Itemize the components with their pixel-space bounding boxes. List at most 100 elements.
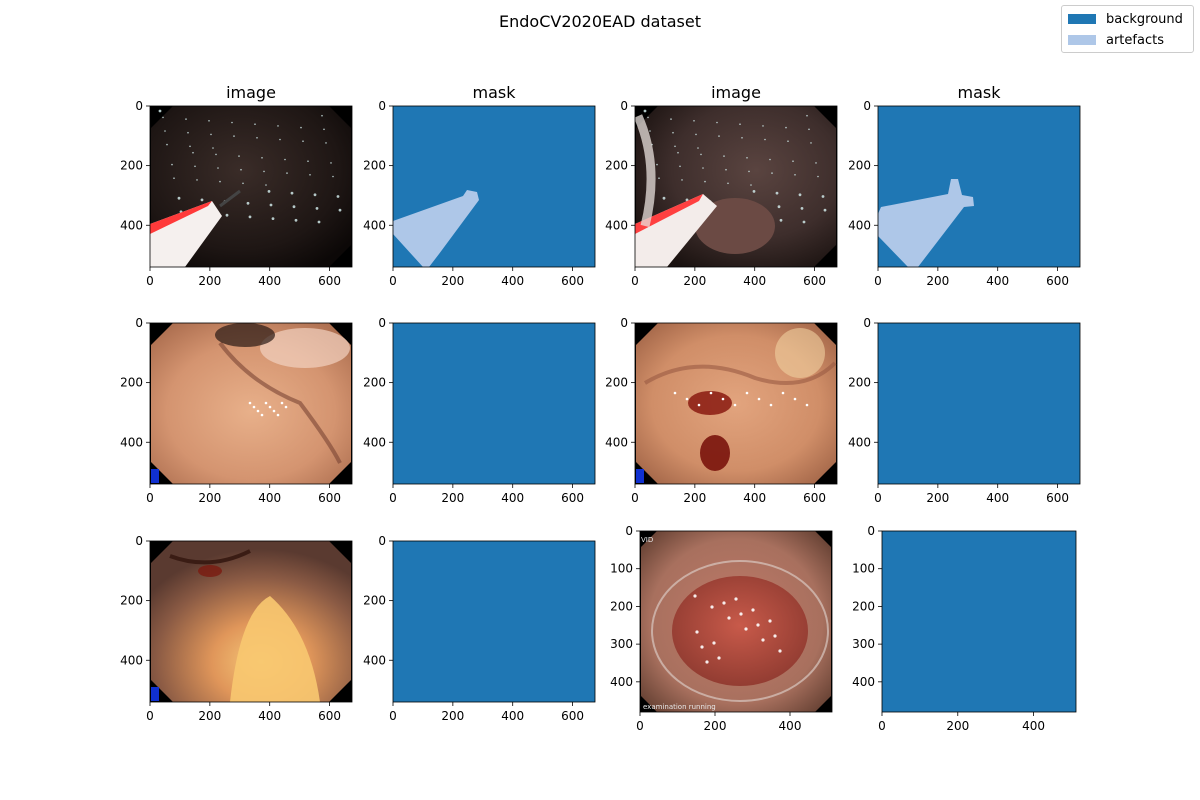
overlay-text-top: VID — [641, 536, 653, 544]
specular-spot — [248, 401, 252, 405]
specular-spot — [674, 145, 676, 148]
specular-spot — [185, 118, 187, 120]
specular-spot — [821, 195, 825, 198]
specular-spot — [242, 182, 244, 185]
specular-spot — [643, 109, 647, 113]
specular-spot — [196, 179, 198, 181]
specular-spot — [685, 397, 689, 401]
panel-title: mask — [958, 83, 1002, 102]
y-tick-label: 200 — [363, 376, 386, 390]
x-tick-label: 200 — [441, 709, 464, 723]
y-tick-label: 0 — [867, 524, 875, 538]
x-tick-label: 400 — [258, 274, 281, 288]
overlay-box — [151, 687, 159, 701]
specular-spot — [302, 140, 304, 142]
specular-spot — [741, 137, 743, 139]
specular-spot — [286, 172, 288, 174]
specular-spot — [697, 403, 701, 407]
specular-spot — [750, 184, 752, 186]
specular-spot — [693, 120, 695, 122]
tissue-region — [151, 541, 351, 702]
legend-item-background: background — [1068, 10, 1183, 28]
specular-spot — [727, 182, 729, 185]
specular-spot — [779, 218, 783, 222]
specular-spot — [727, 616, 731, 620]
specular-spot — [254, 123, 256, 125]
y-tick-label: 0 — [378, 534, 386, 548]
x-tick-label: 0 — [874, 491, 882, 505]
specular-spot — [290, 191, 294, 195]
lumen — [215, 323, 275, 347]
glare-region — [775, 328, 825, 378]
specular-spot — [810, 142, 812, 144]
panel-title: image — [711, 83, 761, 102]
image-frame — [640, 531, 832, 712]
y-tick-label: 0 — [378, 99, 386, 113]
tissue-fold — [695, 198, 775, 254]
specular-spot — [762, 125, 764, 127]
specular-spot — [723, 155, 725, 157]
mask-background — [393, 323, 595, 484]
specular-spot — [685, 198, 689, 202]
specular-spot — [808, 128, 810, 131]
specular-spot — [739, 612, 743, 616]
specular-spot — [731, 201, 735, 205]
specular-spot — [265, 184, 267, 186]
image-scene — [150, 106, 352, 267]
mask-background — [878, 106, 1080, 267]
specular-spot — [272, 409, 276, 413]
specular-spot — [815, 162, 817, 164]
specular-spot — [773, 634, 777, 638]
panel-mask-r2c3: 0 200 400 0 100 200 300 400 — [852, 524, 1077, 733]
y-tick-label: 200 — [848, 376, 871, 390]
specular-spot — [693, 594, 697, 598]
specular-spot — [777, 205, 781, 209]
specular-spot — [739, 123, 741, 125]
image-frame — [150, 541, 352, 702]
x-tick-label: 400 — [1022, 719, 1045, 733]
artefact-region — [878, 179, 974, 267]
x-tick-label: 600 — [803, 274, 826, 288]
y-tick-label: 300 — [610, 637, 633, 651]
specular-spot — [697, 147, 699, 149]
specular-spot — [233, 135, 235, 137]
image-scene: VID examination running — [640, 531, 832, 712]
panel-image-r1c2: 0 200 400 600 0 200 400 — [605, 316, 838, 505]
panel-image-r1c0: 0 200 400 600 0 200 400 — [120, 316, 353, 505]
tissue-region — [636, 106, 836, 267]
panel-title: mask — [473, 83, 517, 102]
cap-ring — [651, 560, 829, 702]
x-tick-label: 400 — [501, 491, 524, 505]
specular-spot — [702, 167, 704, 169]
x-tick-label: 600 — [1046, 491, 1069, 505]
specular-spot — [248, 215, 252, 219]
specular-spot — [656, 163, 658, 166]
specular-spot — [212, 147, 214, 149]
specular-spot — [802, 220, 806, 224]
specular-spot — [164, 130, 166, 132]
specular-spot — [200, 198, 204, 202]
specular-spot — [673, 391, 677, 395]
specular-spot — [260, 413, 264, 417]
mucosal-fold — [169, 549, 251, 565]
x-tick-label: 0 — [878, 719, 886, 733]
specular-spot — [781, 391, 785, 395]
specular-spot — [158, 109, 162, 113]
specular-spot — [280, 401, 284, 405]
legend: background artefacts — [1061, 5, 1194, 53]
specular-spot — [647, 116, 649, 119]
y-tick-label: 0 — [620, 316, 628, 330]
mask-background — [882, 531, 1076, 712]
axes-frame — [639, 530, 833, 713]
x-tick-label: 400 — [743, 274, 766, 288]
specular-spot — [687, 212, 691, 215]
axes-frame — [392, 540, 596, 703]
x-tick-label: 200 — [926, 491, 949, 505]
x-tick-label: 400 — [986, 274, 1009, 288]
axes-frame — [149, 540, 353, 703]
glare-region — [260, 328, 350, 368]
specular-spot — [798, 193, 802, 197]
x-tick-label: 200 — [441, 274, 464, 288]
overlay-text-bottom: examination running — [643, 703, 716, 711]
blood-region — [700, 435, 730, 471]
